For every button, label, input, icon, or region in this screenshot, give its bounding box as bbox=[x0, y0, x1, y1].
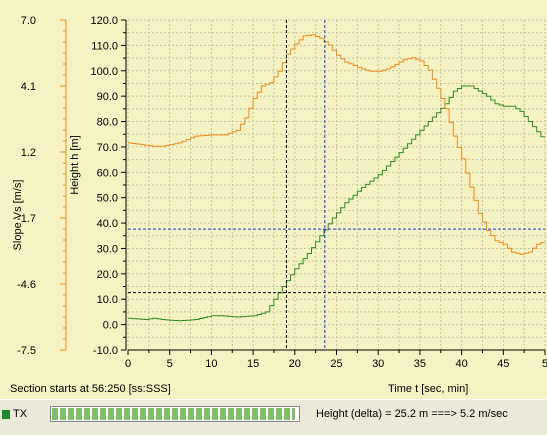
slope-tick-label: -7.5 bbox=[17, 345, 36, 357]
slope-tick-label: -4.6 bbox=[17, 279, 36, 291]
height-tick-label: 70.0 bbox=[97, 142, 118, 154]
x-tick-label: 0 bbox=[125, 358, 131, 370]
slope-series-line bbox=[128, 34, 545, 255]
height-tick-label: 10.0 bbox=[97, 294, 118, 306]
height-tick-label: 80.0 bbox=[97, 117, 118, 129]
section-start-text: Section starts at 56:250 [ss:SSS] bbox=[10, 383, 171, 395]
x-tick-label: 5 bbox=[167, 358, 173, 370]
x-tick-label: 35 bbox=[414, 358, 426, 370]
progress-fill bbox=[52, 408, 296, 420]
x-tick-label: 30 bbox=[372, 358, 384, 370]
x-tick-label: 5 bbox=[542, 358, 547, 370]
axes: 120.0110.0100.090.080.070.060.050.040.03… bbox=[12, 15, 547, 370]
height-tick-label: 90.0 bbox=[97, 91, 118, 103]
height-axis-label: Height h [m] bbox=[69, 135, 81, 194]
height-tick-label: 0.0 bbox=[103, 320, 118, 332]
height-tick-label: 100.0 bbox=[90, 66, 118, 78]
slope-axis-label: Slope Vs [m/s] bbox=[12, 180, 24, 251]
slope-tick-label: 4.1 bbox=[21, 81, 36, 93]
slope-tick-label: -1.7 bbox=[17, 213, 36, 225]
height-tick-label: 50.0 bbox=[97, 193, 118, 205]
x-tick-label: 25 bbox=[330, 358, 342, 370]
slope-tick-label: 1.2 bbox=[21, 147, 36, 159]
height-delta-readout: Height (delta) = 25.2 m ===> 5.2 m/sec bbox=[316, 408, 508, 420]
height-tick-label: 60.0 bbox=[97, 167, 118, 179]
x-tick-label: 10 bbox=[205, 358, 217, 370]
transfer-progress-bar bbox=[50, 406, 300, 422]
x-tick-label: 20 bbox=[289, 358, 301, 370]
height-tick-label: 110.0 bbox=[91, 40, 118, 52]
height-tick-label: -10.0 bbox=[93, 345, 118, 357]
plot-area[interactable]: 120.0110.0100.090.080.070.060.050.040.03… bbox=[0, 0, 547, 399]
height-series-line bbox=[128, 85, 545, 322]
tx-led-icon bbox=[2, 410, 10, 419]
x-tick-label: 45 bbox=[497, 358, 509, 370]
cursor-lines[interactable] bbox=[128, 20, 545, 350]
status-bar: TX Height (delta) = 25.2 m ===> 5.2 m/se… bbox=[0, 399, 547, 435]
x-tick-label: 40 bbox=[455, 358, 467, 370]
slope-tick-label: 7.0 bbox=[21, 15, 36, 27]
x-axis-label: Time t [sec, min] bbox=[388, 383, 469, 395]
height-tick-label: 30.0 bbox=[97, 243, 118, 255]
x-tick-label: 15 bbox=[247, 358, 259, 370]
height-tick-label: 40.0 bbox=[97, 218, 118, 230]
series-layer bbox=[128, 34, 545, 322]
tx-label: TX bbox=[13, 408, 28, 420]
grid bbox=[127, 19, 546, 351]
height-tick-label: 120.0 bbox=[90, 15, 118, 27]
height-tick-label: 20.0 bbox=[97, 269, 118, 281]
